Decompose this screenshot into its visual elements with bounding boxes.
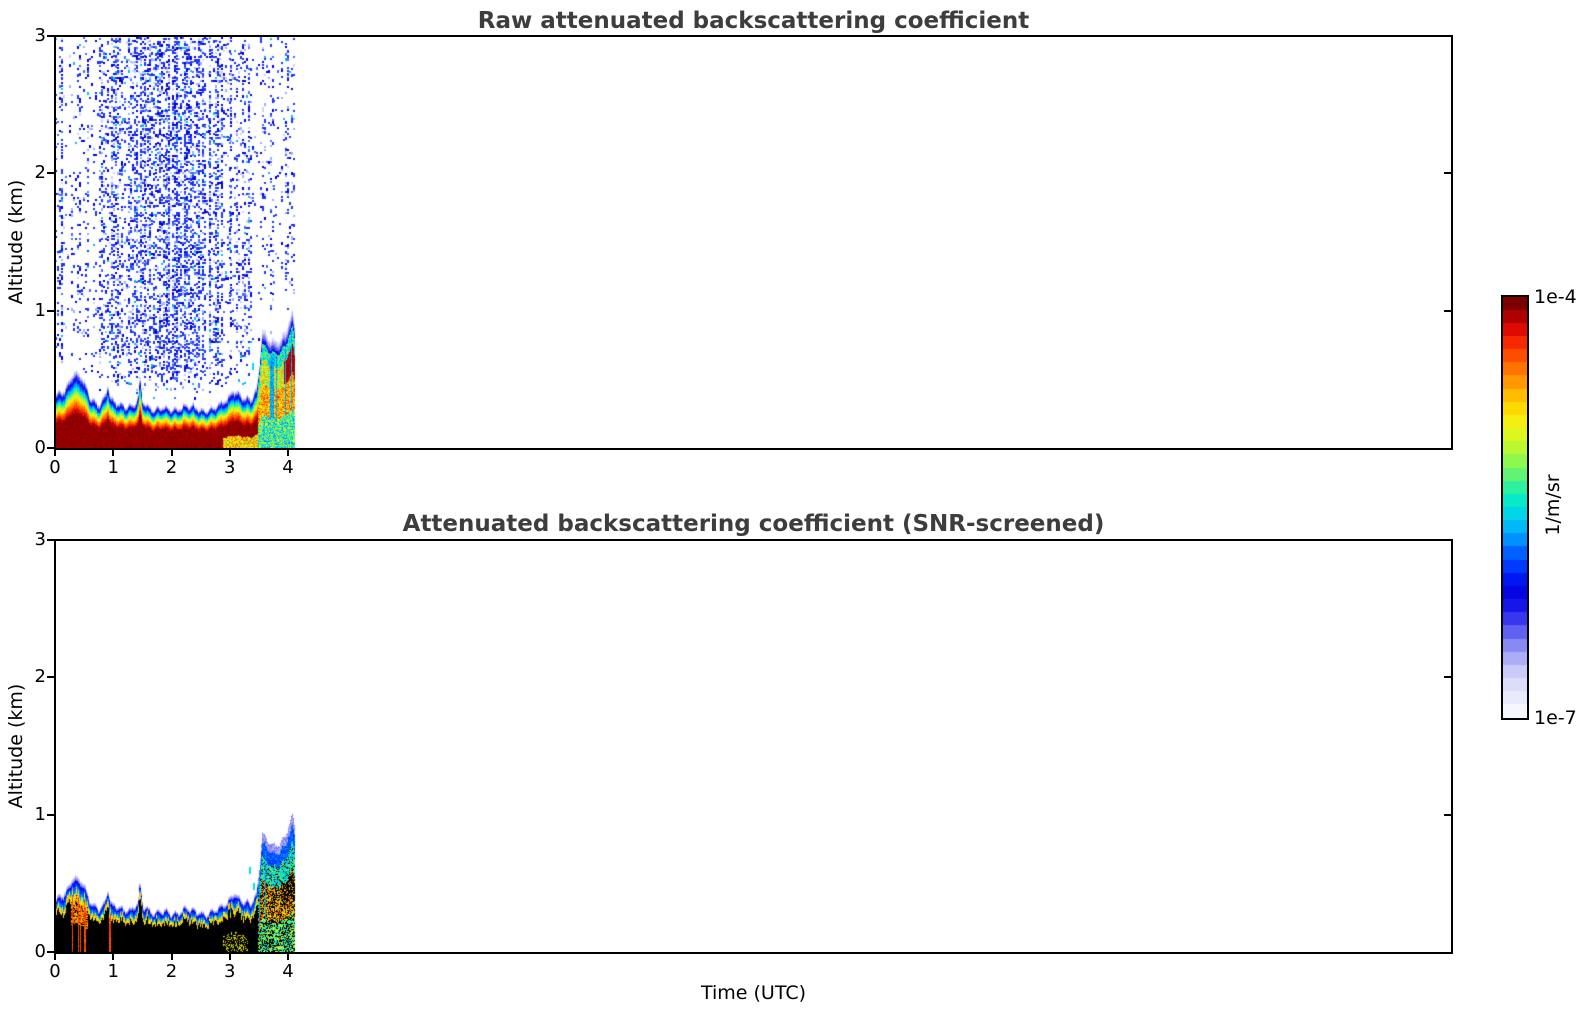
- y-tick-label: 0: [34, 437, 46, 458]
- x-tick: [54, 450, 56, 456]
- x-tick-label: 2: [165, 457, 178, 478]
- x-tick-label: 4: [282, 457, 294, 478]
- x-axis-label: Time (UTC): [700, 982, 807, 1004]
- y-tick-label: 1: [34, 803, 46, 825]
- x-tick: [228, 450, 231, 456]
- y-tick-label: 2: [34, 666, 46, 688]
- y-tick-right: [1444, 813, 1451, 816]
- y-tick: [47, 539, 54, 541]
- x-tick: [54, 954, 56, 960]
- y-tick-label: 3: [34, 25, 46, 46]
- colorbar-min-label: 1e-7: [1534, 707, 1577, 729]
- y-tick-label: 2: [34, 162, 46, 184]
- y-tick: [47, 447, 54, 449]
- x-tick-label: 4: [282, 961, 294, 982]
- x-tick: [228, 954, 231, 960]
- y-tick: [47, 35, 54, 37]
- x-tick-label: 1: [107, 457, 119, 478]
- raw-backscatter-heatmap-canvas: [56, 37, 1451, 448]
- x-tick: [112, 450, 115, 456]
- colorbar-canvas: [1503, 297, 1527, 718]
- x-tick-label: 3: [224, 961, 236, 982]
- screened-backscatter-heatmap-canvas: [56, 541, 1451, 952]
- x-tick-label: 1: [107, 961, 119, 982]
- screened-y-axis-label: Altitude (km): [5, 683, 27, 809]
- y-tick: [47, 951, 54, 953]
- y-tick-label: 3: [34, 529, 46, 550]
- y-tick: [47, 309, 54, 312]
- colorbar-unit-label: 1/m/sr: [1542, 474, 1564, 536]
- x-tick-label: 0: [49, 457, 61, 478]
- y-tick: [47, 676, 54, 679]
- y-tick: [47, 813, 54, 816]
- screened-plot-title: Attenuated backscattering coefficient (S…: [402, 511, 1105, 537]
- x-tick: [287, 954, 289, 960]
- raw-plot-title: Raw attenuated backscattering coefficien…: [477, 8, 1030, 34]
- y-tick-label: 1: [34, 299, 46, 321]
- x-tick: [170, 450, 173, 456]
- y-tick-right: [1444, 309, 1451, 312]
- x-tick-label: 0: [49, 961, 61, 982]
- x-tick: [112, 954, 115, 960]
- x-tick-label: 3: [224, 457, 236, 478]
- colorbar-max-label: 1e-4: [1534, 286, 1577, 308]
- y-tick-right: [1444, 676, 1451, 679]
- x-tick: [170, 954, 173, 960]
- raw-y-axis-label: Altitude (km): [5, 179, 27, 305]
- y-tick-right: [1444, 172, 1451, 175]
- x-tick-label: 2: [165, 961, 178, 982]
- y-tick: [47, 172, 54, 175]
- x-tick: [287, 450, 289, 456]
- y-tick-label: 0: [34, 941, 46, 962]
